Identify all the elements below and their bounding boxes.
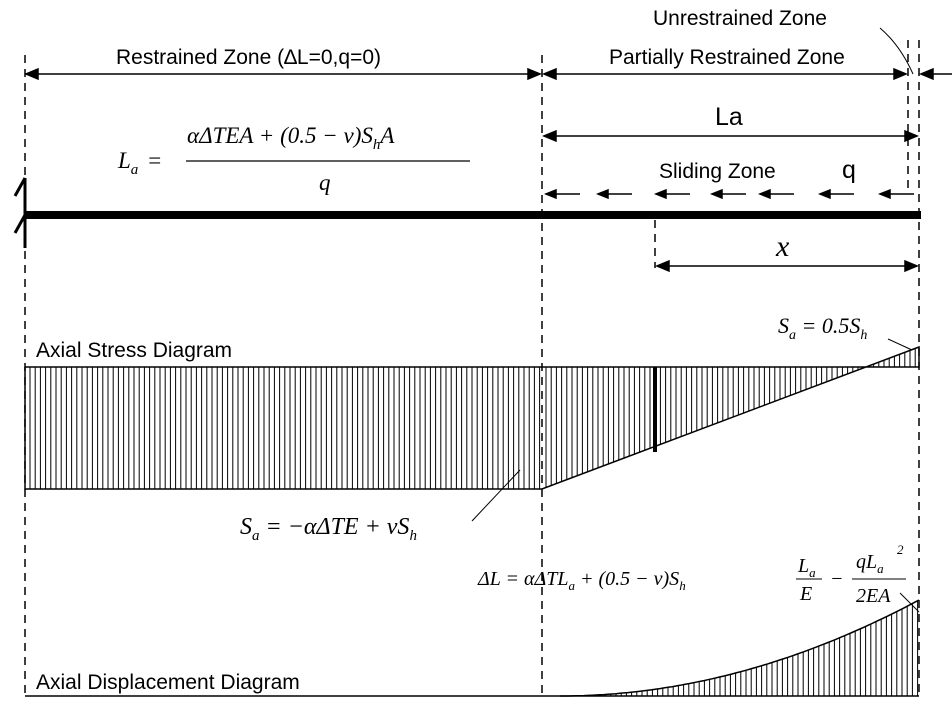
axial-stress-diagram [24,338,920,522]
anchor-icon [13,177,27,248]
svg-text:2: 2 [897,542,904,557]
x-dimension-label: x [775,230,790,263]
partially-restrained-zone-label: Partially Restrained Zone [609,46,845,69]
sa-bottom-equation: Sa = −αΔTE + νSh [240,514,417,544]
pipe [25,211,921,219]
svg-text:Sa = 0.5Sh: Sa = 0.5Sh [778,313,867,343]
la-dimension-label: La [715,103,743,131]
unrestrained-leader [879,27,914,75]
friction-arrows [543,188,914,200]
stress-outline [24,345,920,490]
svg-text:2EA: 2EA [856,585,891,607]
svg-text:ΔL = αΔTLa + (0.5 − ν)Sh: ΔL = αΔTLa + (0.5 − ν)Sh [477,568,686,593]
svg-text:αΔTEA + (0.5 − ν)ShA: αΔTEA + (0.5 − ν)ShA [187,123,395,153]
svg-text:La: La [797,555,816,580]
zone-dimension-arrows [24,67,952,273]
svg-text:qLa: qLa [856,551,884,576]
svg-text:La=: La = [117,148,161,178]
sa-top-equation: Sa = 0.5Sh [778,313,867,343]
delta-l-equation: ΔL = αΔTLa + (0.5 − ν)Sh La E − qLa 2 2E… [477,542,906,607]
la-equation: La = αΔTEA + (0.5 − ν)ShA q [117,123,470,195]
svg-text:q: q [319,170,331,195]
svg-text:−: − [830,568,844,590]
sliding-zone-label: Sliding Zone [659,160,776,183]
restrained-zone-label: Restrained Zone (∆L=0,q=0) [116,46,381,69]
unrestrained-zone-label: Unrestrained Zone [653,7,827,30]
q-friction-label: q [842,156,856,184]
displacement-curve [560,599,920,697]
svg-text:E: E [799,583,812,605]
svg-text:Sa = −αΔTE + νSh: Sa = −αΔTE + νSh [240,514,417,544]
displacement-leader [899,592,920,613]
stress-top-leader [887,338,913,351]
axial-displacement-diagram-label: Axial Displacement Diagram [36,671,300,694]
stress-bottom-leader [471,469,521,522]
axial-stress-diagram-label: Axial Stress Diagram [36,339,232,362]
axial-displacement-diagram [25,592,920,697]
